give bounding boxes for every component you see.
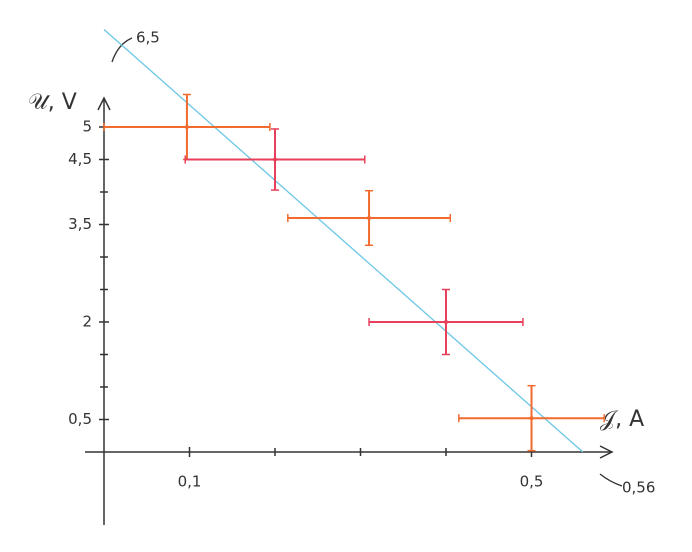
point xyxy=(184,125,189,129)
y-axis-arrow xyxy=(97,96,111,111)
y-axis-title: 𝒰, V xyxy=(28,90,77,115)
fit-line xyxy=(103,29,584,453)
y-tick-label: 3,5 xyxy=(68,215,92,233)
x-tick-label: 0,1 xyxy=(178,473,202,491)
y-tick-label: 5 xyxy=(82,118,92,136)
annotation: 6,5 xyxy=(136,29,160,47)
y-tick-label: 4,5 xyxy=(68,150,92,168)
x-axis-arrow xyxy=(599,445,614,459)
annotation-arrow xyxy=(111,37,133,63)
point xyxy=(444,320,448,324)
point xyxy=(273,157,277,162)
x-axis-title: 𝒥, A xyxy=(600,407,644,432)
annotation-arrow xyxy=(599,473,623,487)
y-tick-label: 2 xyxy=(82,313,92,331)
y-tick-label: 0,5 xyxy=(68,410,92,428)
point xyxy=(529,416,534,421)
point xyxy=(367,216,372,220)
x-tick-label: 0,5 xyxy=(520,473,544,491)
annotation: 0,56 xyxy=(622,479,655,497)
